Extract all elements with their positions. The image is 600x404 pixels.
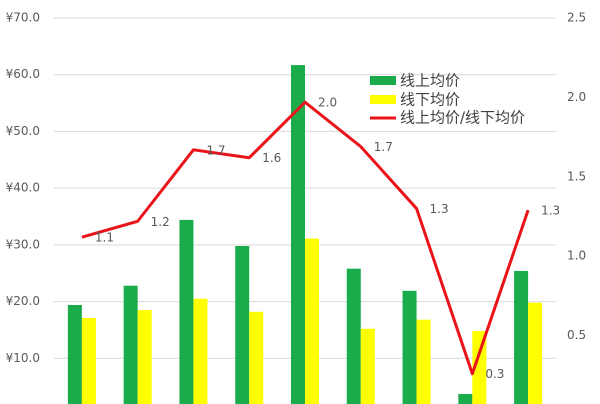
legend-label: 线上均价: [400, 72, 460, 90]
y2-tick-label: 2.5: [567, 11, 586, 25]
y-tick-label: ¥40.0: [6, 181, 40, 195]
bar: [67, 304, 82, 404]
bar: [249, 311, 264, 404]
y2-tick-label: 1.0: [567, 249, 586, 263]
legend-label: 线上均价/线下均价: [400, 109, 525, 127]
bar: [458, 394, 473, 404]
data-label: 1.2: [151, 215, 170, 229]
bar: [193, 298, 208, 404]
data-label: 1.6: [262, 151, 281, 165]
y-tick-label: ¥50.0: [6, 124, 40, 138]
line: [81, 100, 530, 376]
y-tick-label: ¥30.0: [6, 237, 40, 251]
bar: [81, 318, 96, 404]
y-tick-label: ¥20.0: [6, 294, 40, 308]
data-label: 2.0: [318, 96, 337, 110]
bar: [305, 238, 319, 404]
bar: [179, 219, 194, 404]
bar: [402, 290, 417, 404]
y-tick-label: ¥70.0: [6, 11, 40, 25]
y2-tick-label: 0.5: [567, 328, 586, 342]
y2-tick-label: 1.5: [567, 169, 586, 183]
bar: [346, 268, 361, 404]
data-label: 0.3: [485, 367, 504, 381]
legend-swatch: [370, 76, 396, 85]
y2-tick-label: 2.0: [567, 90, 586, 104]
y-tick-label: ¥10.0: [6, 351, 40, 365]
data-label: 1.7: [374, 140, 393, 154]
data-label: 1.7: [206, 143, 225, 157]
bar: [472, 331, 487, 404]
bar: [360, 328, 375, 404]
legend-label: 线下均价: [400, 91, 460, 109]
legend: 线上均价 线下均价 线上均价/线下均价: [370, 72, 525, 127]
bar: [514, 270, 529, 404]
bar: [416, 319, 431, 404]
data-label: 1.1: [95, 231, 114, 245]
bar: [528, 302, 543, 404]
data-label: 1.3: [430, 202, 449, 216]
legend-swatch: [370, 95, 396, 104]
bar: [235, 245, 250, 404]
bar: [291, 65, 305, 404]
bar: [123, 285, 138, 404]
data-label: 1.3: [541, 204, 560, 218]
bar: [137, 310, 152, 404]
y-tick-label: ¥60.0: [6, 67, 40, 81]
